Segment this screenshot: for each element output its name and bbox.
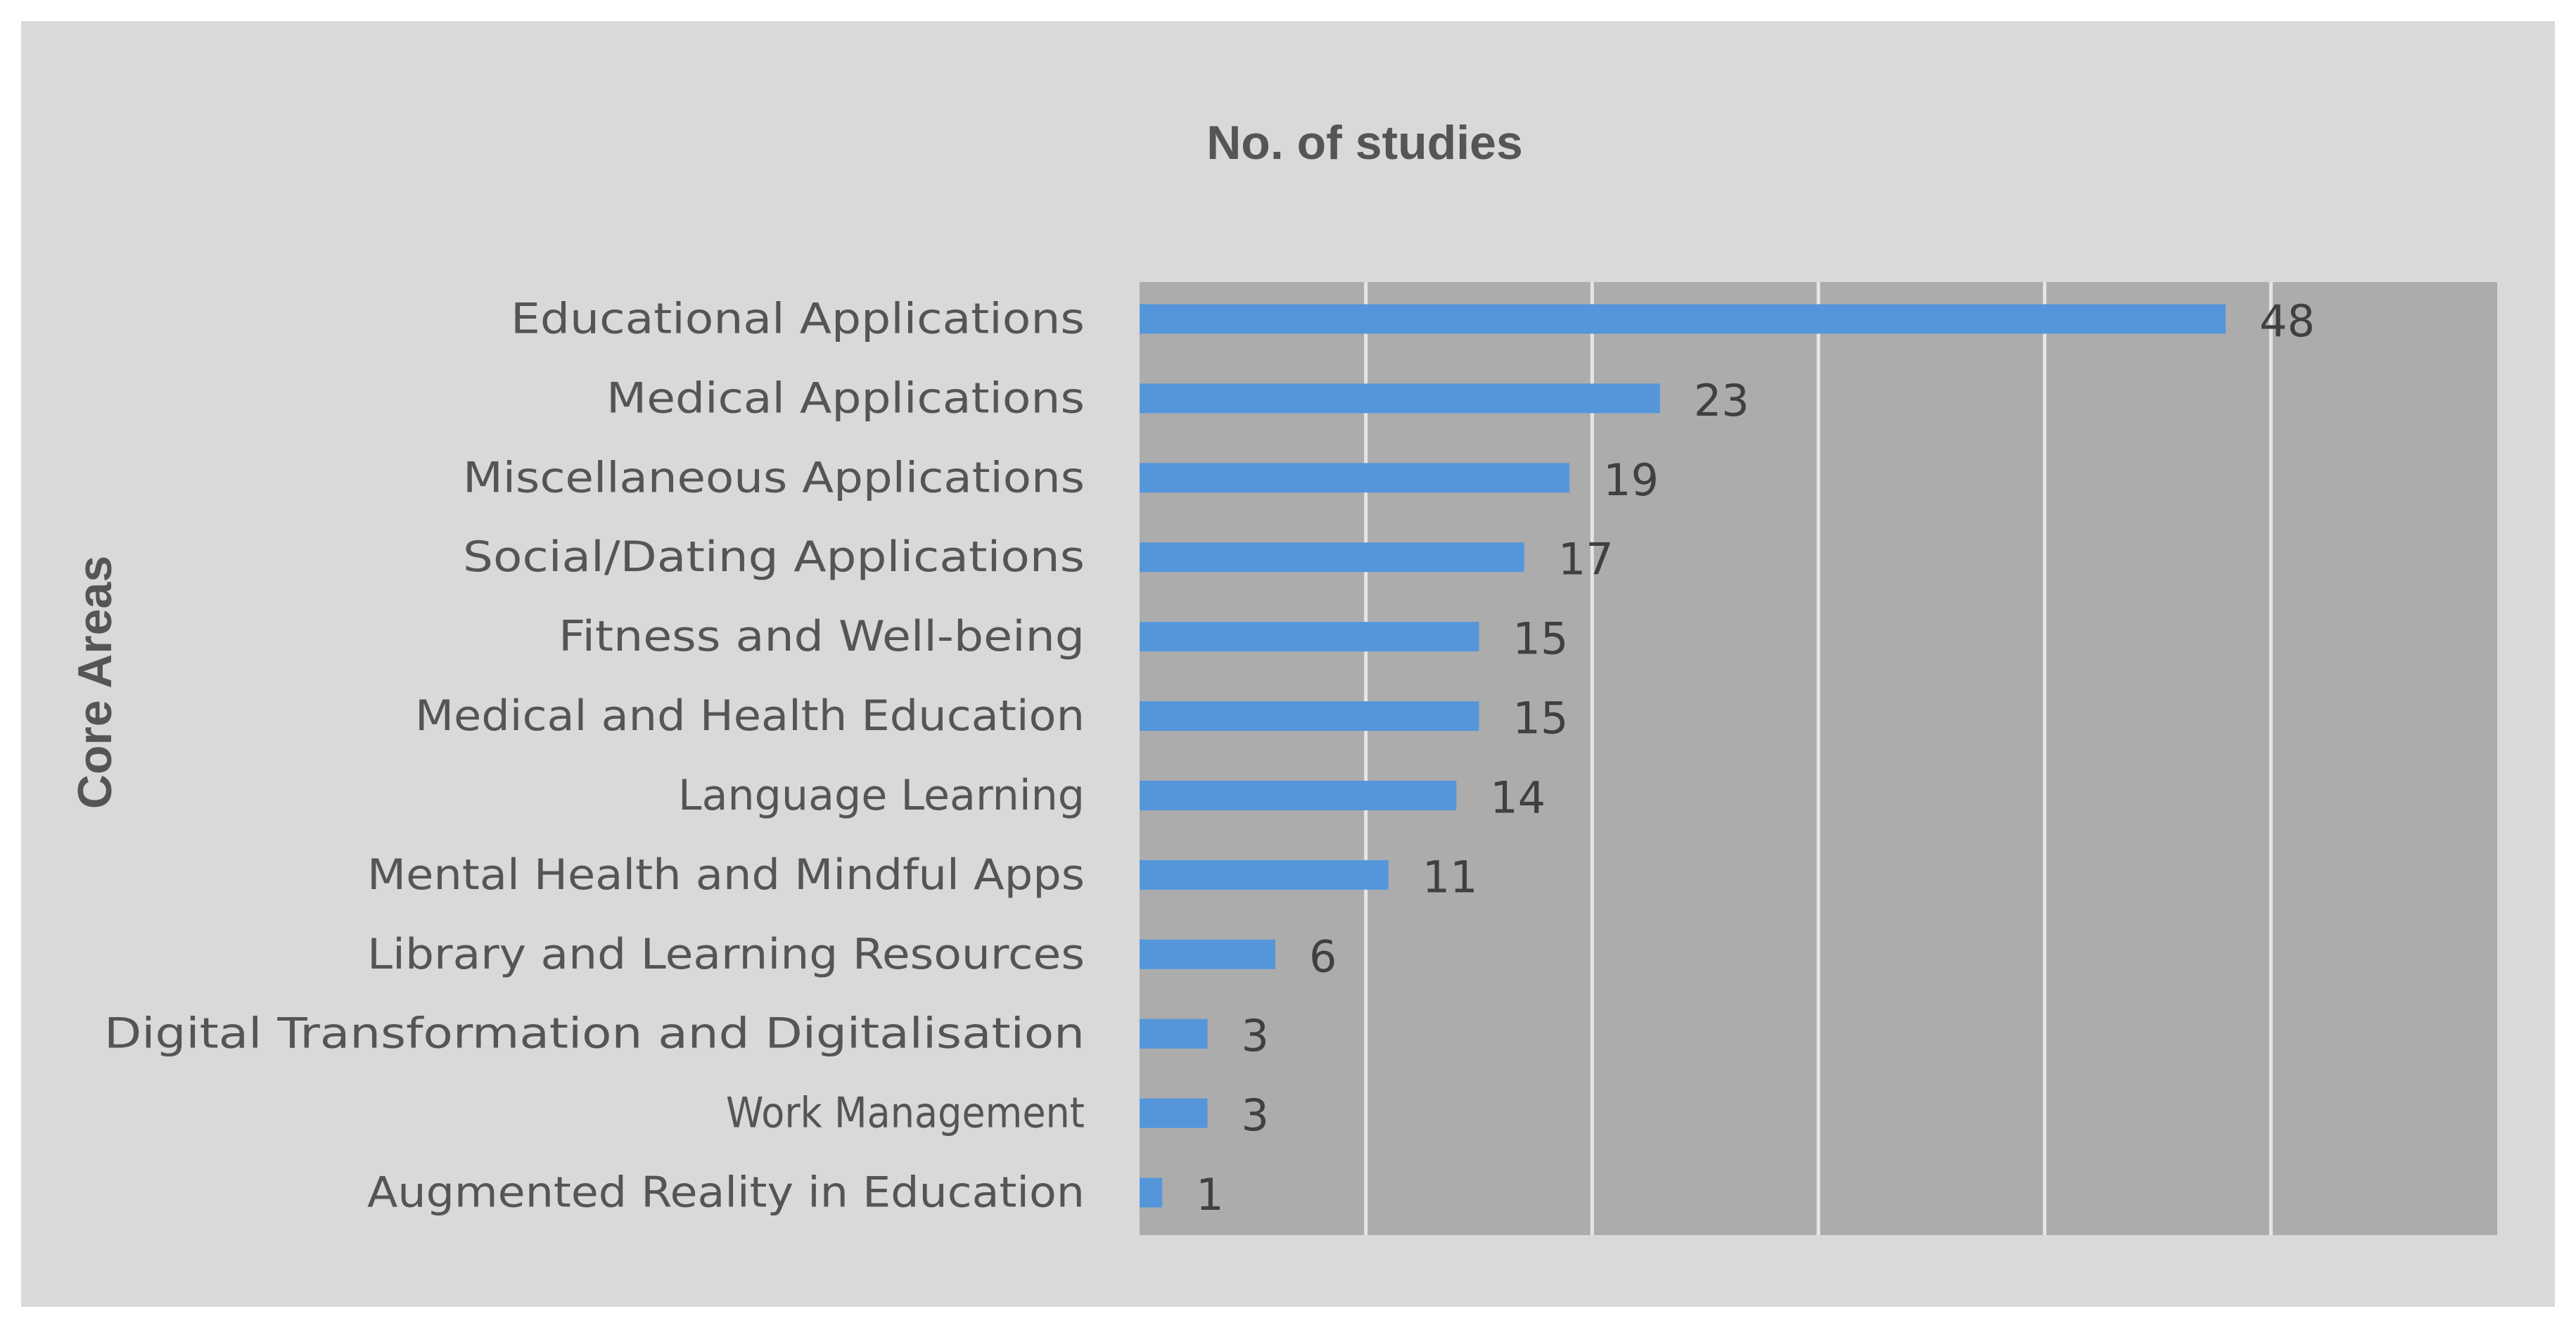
category-labels: Educational Applications Medical Applicat…: [104, 294, 1085, 1217]
bar-chart: No. of studies Core Areas Educational Ap…: [68, 116, 2497, 1235]
data-label: 6: [1309, 931, 1337, 982]
data-label: 19: [1603, 454, 1659, 506]
category-label: Language Learning: [678, 771, 1085, 820]
bar: [1140, 1019, 1208, 1049]
bar: [1140, 780, 1457, 810]
data-label: 3: [1242, 1010, 1269, 1061]
category-label: Educational Applications: [511, 294, 1085, 343]
bar: [1140, 622, 1479, 652]
category-label: Work Management: [726, 1089, 1085, 1138]
bar: [1140, 701, 1479, 732]
bar: [1140, 1098, 1208, 1128]
category-label: Medical Applications: [606, 374, 1085, 423]
data-label: 14: [1490, 772, 1545, 823]
category-label: Digital Transformation and Digitalisatio…: [104, 1009, 1085, 1059]
category-label: Social/Dating Applications: [463, 532, 1085, 582]
category-label: Medical and Health Education: [415, 691, 1085, 741]
data-label: 11: [1422, 851, 1478, 902]
chart-card: No. of studies Core Areas Educational Ap…: [21, 21, 2555, 1307]
category-label: Fitness and Well-being: [559, 612, 1085, 661]
data-label: 1: [1196, 1169, 1223, 1220]
bar: [1140, 383, 1660, 414]
bar: [1140, 304, 2226, 334]
chart-title: No. of studies: [1206, 116, 1523, 170]
gridlines: [1364, 282, 2273, 1235]
data-label: 15: [1513, 693, 1569, 744]
data-label: 17: [1558, 534, 1614, 585]
bar-series: [1140, 304, 2226, 1208]
bar: [1140, 463, 1570, 493]
bar: [1140, 860, 1389, 890]
y-axis-title: Core Areas: [68, 556, 122, 809]
category-label: Augmented Reality in Education: [367, 1168, 1085, 1218]
data-label: 15: [1513, 613, 1569, 665]
category-label: Library and Learning Resources: [367, 930, 1085, 979]
data-label: 48: [2259, 295, 2315, 347]
data-label: 3: [1242, 1090, 1269, 1141]
bar: [1140, 1177, 1163, 1208]
bar: [1140, 542, 1524, 573]
data-label: 23: [1694, 375, 1749, 426]
category-label: Miscellaneous Applications: [463, 453, 1085, 502]
bar: [1140, 939, 1275, 969]
category-label: Mental Health and Mindful Apps: [367, 850, 1085, 900]
